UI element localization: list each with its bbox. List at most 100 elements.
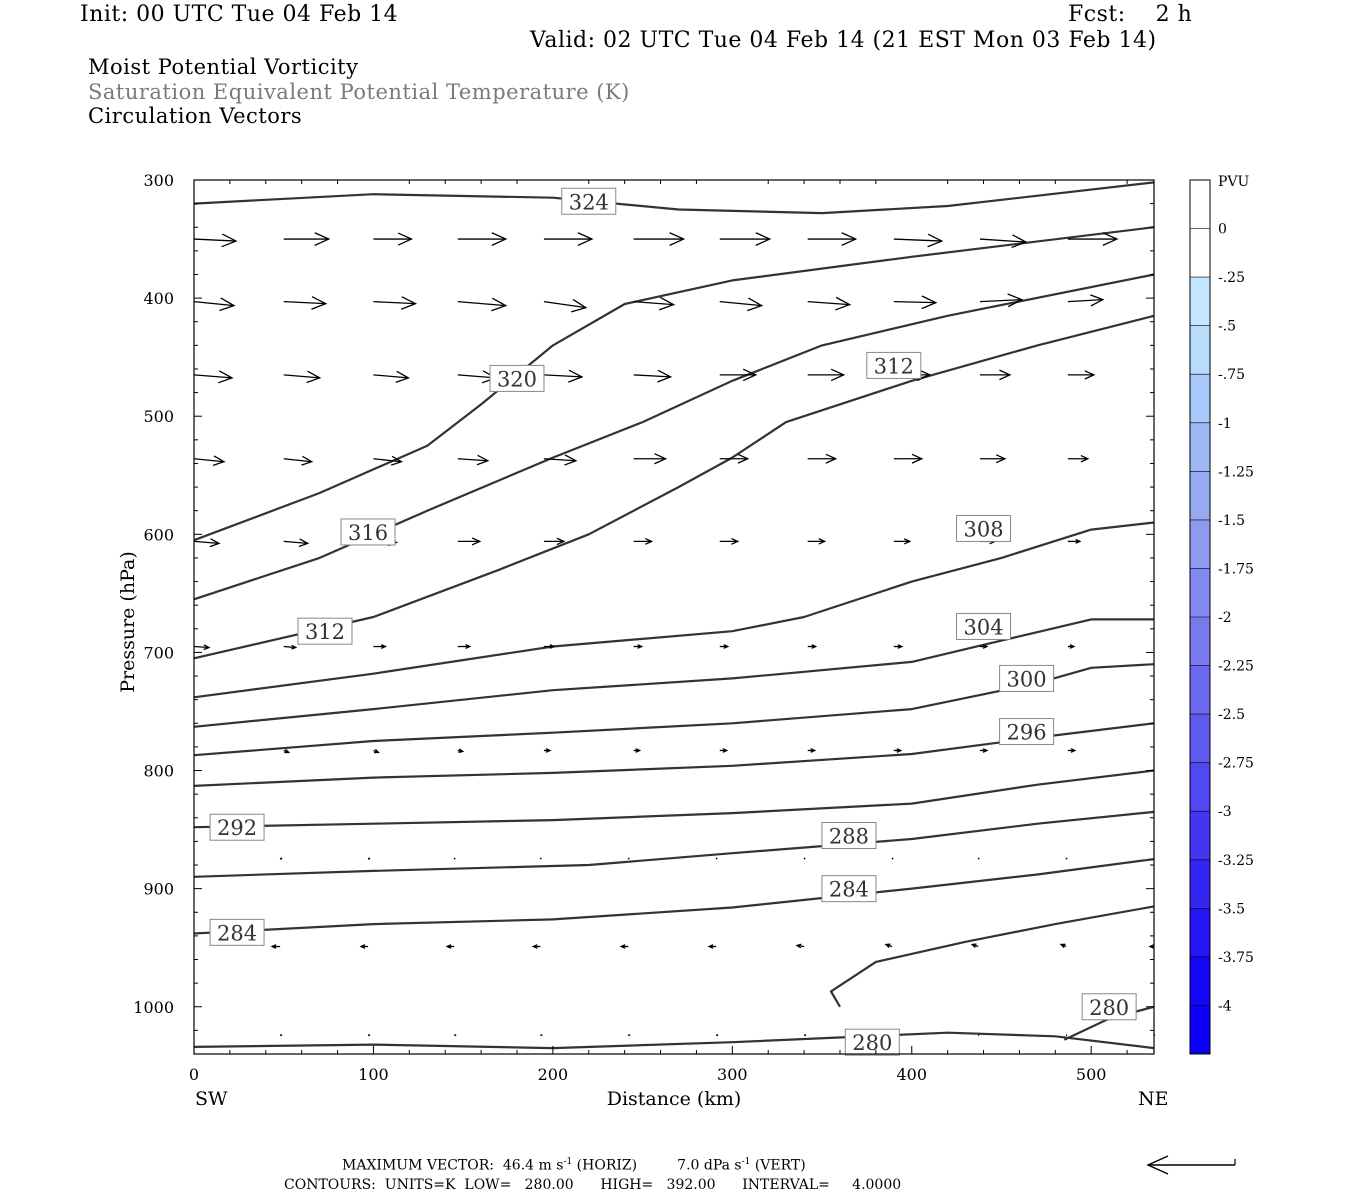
circulation-vectors xyxy=(193,232,1155,1036)
y-tick-label: 1000 xyxy=(133,998,174,1017)
circulation-vector xyxy=(893,748,903,753)
contour-label-box xyxy=(561,187,617,215)
circulation-vector xyxy=(719,453,750,464)
colorbar-swatch xyxy=(1190,519,1210,569)
circulation-vector xyxy=(373,644,388,650)
colorbar-label: -3.75 xyxy=(1218,950,1254,966)
circulation-vector xyxy=(359,944,369,949)
colorbar-swatch xyxy=(1190,859,1210,909)
circulation-vector xyxy=(373,455,404,466)
circulation-vector xyxy=(445,944,455,949)
circulation-vector xyxy=(977,857,980,860)
circulation-vector xyxy=(719,644,730,649)
theta-e-contour xyxy=(193,273,1155,601)
circulation-vector xyxy=(807,453,838,464)
colorbar-swatch xyxy=(1190,617,1210,667)
circulation-vector xyxy=(619,944,629,949)
contour-label-box xyxy=(340,518,396,546)
theta-e-contour xyxy=(193,314,1155,660)
colorbar-label: -3 xyxy=(1218,804,1232,820)
colorbar-label: -.75 xyxy=(1218,367,1245,383)
contour-info: CONTOURS: UNITS=K LOW= 280.00 HIGH= 392.… xyxy=(284,1177,902,1193)
x-left-label: SW xyxy=(195,1088,228,1110)
field-title-vectors: Circulation Vectors xyxy=(88,104,303,128)
circulation-vector xyxy=(893,295,938,310)
contour-label: 324 xyxy=(569,190,609,214)
circulation-vector xyxy=(457,232,508,246)
max-horiz-value: 46.4 m s xyxy=(502,1157,564,1174)
theta-e-contour xyxy=(193,858,1155,935)
x-right-label: NE xyxy=(1138,1088,1169,1110)
x-tick-label: 500 xyxy=(1076,1065,1107,1084)
circulation-vector xyxy=(633,644,644,649)
colorbar-swatch xyxy=(1190,374,1210,424)
circulation-vector xyxy=(373,232,414,246)
contour-label-box xyxy=(999,718,1055,746)
contour-label: 300 xyxy=(1007,667,1047,691)
contour-label-box xyxy=(297,617,353,645)
contour-label-box xyxy=(821,822,877,849)
circulation-vector xyxy=(283,644,298,650)
circulation-vector xyxy=(193,297,236,312)
max-vector-line: MAXIMUM VECTOR: 46.4 m s-1 (HORIZ) 7.0 d… xyxy=(342,1157,806,1174)
y-tick-label: 900 xyxy=(143,880,174,899)
contour-label-box xyxy=(956,514,1012,542)
colorbar-swatch xyxy=(1190,956,1210,1006)
contour-label-box xyxy=(866,351,922,379)
contour-labels: 324 320 316 312 312 308 304 300 296 292 288 284 284 2… xyxy=(209,187,1137,1056)
circulation-vector xyxy=(283,296,328,310)
contour-label: 296 xyxy=(1007,721,1047,745)
circulation-vector xyxy=(979,644,989,649)
x-tick-label: 200 xyxy=(538,1065,569,1084)
colorbar-swatch xyxy=(1190,471,1210,521)
circulation-vector xyxy=(367,857,371,860)
y-tick-label: 500 xyxy=(143,407,174,426)
circulation-vector xyxy=(279,857,283,860)
circulation-vector xyxy=(283,232,331,246)
circulation-vector xyxy=(457,748,465,754)
colorbar-label: -2.75 xyxy=(1218,756,1254,772)
circulation-vector xyxy=(715,857,718,860)
colorbar-label: -3.5 xyxy=(1218,901,1245,917)
init-time: Init: 00 UTC Tue 04 Feb 14 xyxy=(80,2,399,27)
max-vert-unit: (VERT) xyxy=(754,1157,806,1174)
contour-label: 288 xyxy=(829,825,869,849)
colorbar-swatch xyxy=(1190,228,1210,278)
theta-e-contour xyxy=(193,1031,1155,1050)
y-tick-label: 400 xyxy=(143,289,174,308)
colorbar-swatch xyxy=(1190,180,1210,230)
contour-label: 308 xyxy=(963,517,1003,541)
circulation-vector xyxy=(283,748,291,754)
circulation-vector xyxy=(1065,857,1068,860)
contour-label-box xyxy=(956,612,1012,640)
circulation-vector xyxy=(1067,294,1105,307)
contour-label-box xyxy=(821,875,877,903)
colorbar-swatch xyxy=(1190,714,1210,764)
circulation-vector xyxy=(193,644,211,651)
theta-e-contour xyxy=(193,181,1155,215)
circulation-vector xyxy=(807,644,818,649)
colorbar-label: -1.5 xyxy=(1218,513,1245,529)
field-title-mpv: Moist Potential Vorticity xyxy=(88,55,359,79)
circulation-vector xyxy=(1067,538,1082,544)
circulation-vector xyxy=(807,538,827,545)
circulation-vector xyxy=(979,369,1012,381)
circulation-vector xyxy=(1059,943,1067,949)
y-tick-label: 800 xyxy=(143,762,174,781)
circulation-vector xyxy=(803,857,806,860)
axes: 0 100 200 300 400 500 300 400 500 600 700 800 900 100… xyxy=(133,171,1154,1084)
y-tick-label: 700 xyxy=(143,643,174,662)
circulation-vector xyxy=(795,943,805,949)
circulation-vector xyxy=(543,454,578,466)
circulation-vector xyxy=(543,748,552,753)
theta-e-contour xyxy=(193,226,1155,542)
contour-label: 280 xyxy=(1089,996,1129,1020)
circulation-vector xyxy=(719,297,764,312)
circulation-vector xyxy=(1067,644,1076,649)
circulation-vector xyxy=(979,748,989,753)
circulation-vector xyxy=(457,537,482,546)
circulation-vector xyxy=(1067,370,1096,380)
circulation-vector xyxy=(457,297,508,312)
forecast-hour: Fcst: 2 h xyxy=(1068,2,1193,27)
circulation-vector xyxy=(633,296,676,311)
